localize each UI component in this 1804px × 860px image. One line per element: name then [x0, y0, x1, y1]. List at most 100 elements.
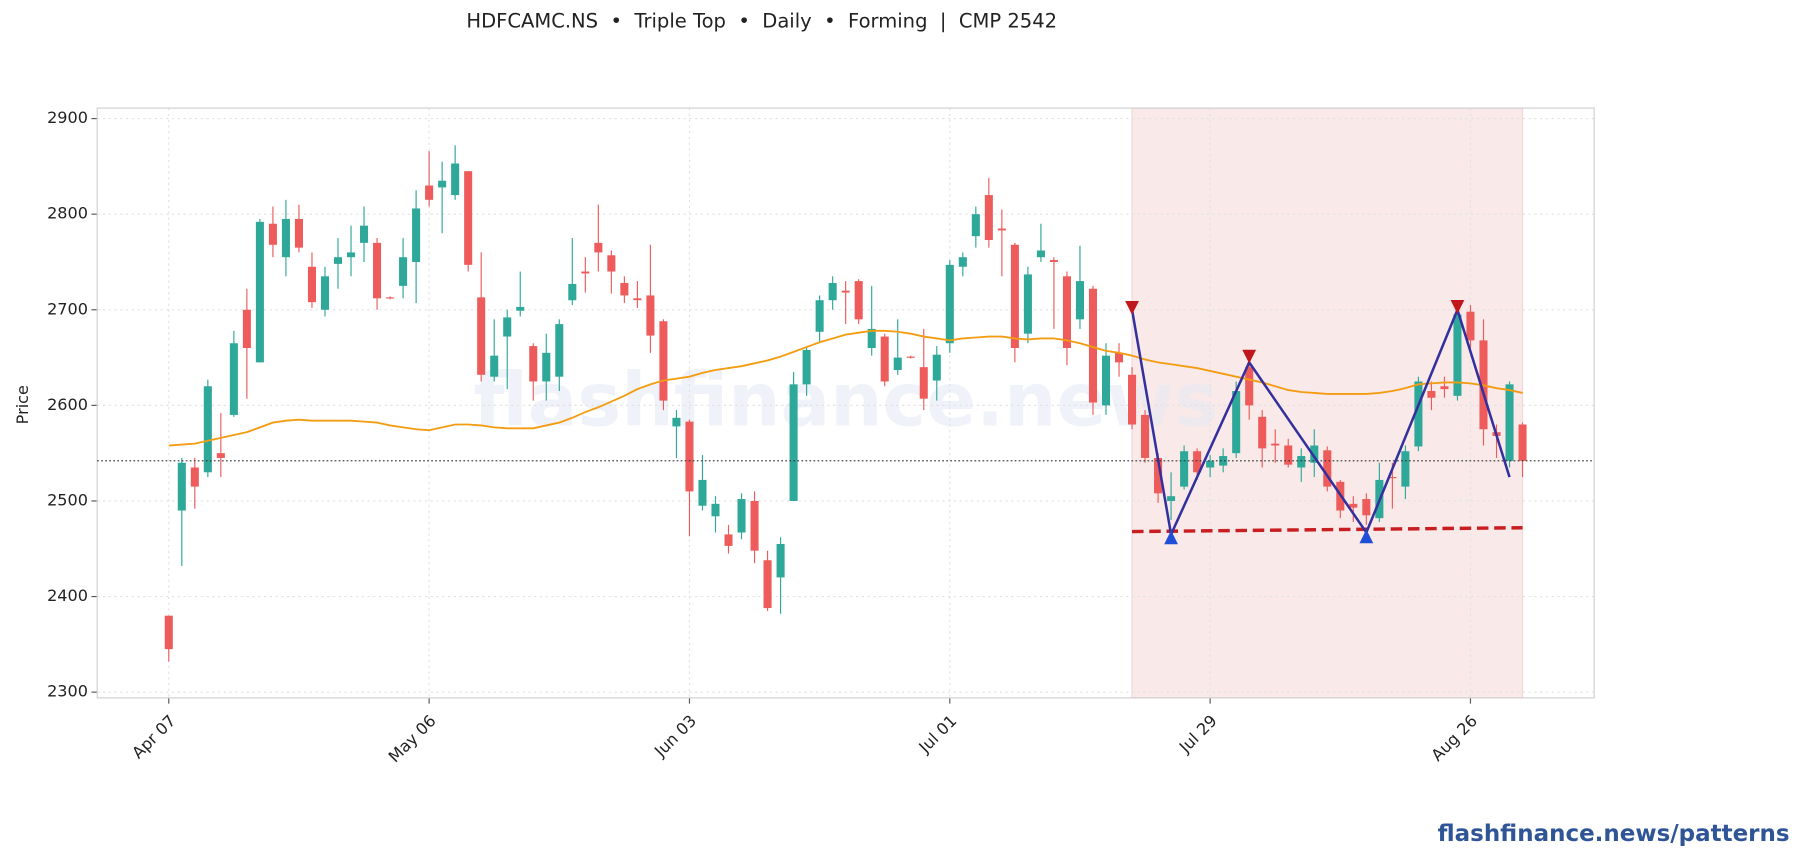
candle-body [164, 615, 173, 650]
candle-body [412, 208, 421, 262]
x-tick-label: May 06 [385, 711, 440, 766]
candle-body [867, 328, 876, 349]
candle-body [1193, 451, 1202, 473]
candle-body [1167, 496, 1176, 501]
candle-body [542, 352, 551, 382]
candle-body [464, 171, 473, 265]
candle-body [516, 306, 525, 311]
peak-marker [1125, 300, 1139, 315]
candle-body [906, 356, 915, 358]
candle-body [750, 500, 759, 551]
y-tick-label: 2900 [47, 108, 88, 127]
candle-body [1440, 386, 1449, 390]
candle-body [815, 300, 824, 332]
candle-body [958, 257, 967, 267]
moving-average [168, 329, 1523, 447]
candle-body [1180, 451, 1189, 487]
candle-body [893, 357, 902, 371]
candle-body [268, 223, 277, 245]
candle-body [1036, 250, 1045, 258]
y-tick-label: 2700 [47, 299, 88, 318]
candle-body [320, 276, 330, 310]
candle-body [724, 534, 733, 546]
candle-body [1388, 477, 1397, 479]
candle-body [1245, 367, 1254, 406]
candle-body [373, 242, 382, 299]
candle-body [581, 271, 590, 274]
candle-body [425, 185, 434, 200]
candle-body [307, 266, 316, 303]
footer: flashfinance.news/patterns [1438, 821, 1790, 847]
candle-body [1466, 311, 1475, 341]
candle-body [346, 252, 356, 258]
candle-body [255, 221, 264, 363]
candle-body [1128, 374, 1137, 425]
candle-body [789, 384, 798, 501]
candle-body [216, 453, 225, 458]
pattern-zone [1131, 107, 1524, 699]
pattern-line [1130, 306, 1511, 539]
candle-body [854, 281, 863, 320]
candle-body [776, 543, 785, 578]
candle-body [828, 283, 837, 301]
y-tick-label: 2600 [47, 395, 88, 414]
candle-body [607, 255, 616, 272]
candle-body [984, 195, 993, 240]
candle-body [737, 499, 746, 533]
candle-body [190, 467, 199, 487]
candle-body [1271, 443, 1280, 446]
peak-marker [1450, 300, 1465, 314]
candle-body [1453, 314, 1462, 396]
candle-body [698, 479, 707, 506]
y-tick-label: 2800 [47, 204, 88, 223]
candle-body [177, 462, 186, 511]
candle-body [360, 225, 369, 243]
candle-body [1232, 391, 1241, 454]
candle-body [568, 283, 577, 301]
y-tick-label: 2300 [47, 682, 88, 701]
candle-body [620, 283, 629, 296]
candle-body [503, 317, 512, 337]
candle-body [1023, 274, 1032, 334]
candle-body [1310, 445, 1319, 463]
peak-marker [1242, 349, 1257, 364]
candle-body [932, 354, 941, 381]
chart-title: HDFCAMC.NS • Triple Top • Daily • Formin… [466, 9, 1057, 32]
candle-body [1362, 499, 1371, 516]
candle-body [1154, 457, 1163, 494]
candle-body [242, 309, 251, 349]
candle-body [386, 297, 395, 299]
candle-body [1114, 352, 1124, 363]
candle-body [633, 298, 642, 301]
candle-body [841, 290, 850, 293]
candle-body [333, 257, 343, 264]
candle-body [1414, 381, 1423, 447]
plot-frame [96, 107, 1595, 699]
x-tick-label: Aug 26 [1427, 711, 1481, 765]
y-tick-label: 2400 [47, 586, 88, 605]
support-line [1132, 526, 1523, 534]
candle-body [229, 343, 238, 415]
candle-body [490, 355, 499, 377]
candle-body [1297, 456, 1306, 468]
y-axis-label: Price [13, 385, 32, 424]
candle-body [281, 218, 290, 258]
candle-body [399, 257, 408, 286]
candle-body [294, 218, 303, 248]
candle-body [1141, 414, 1150, 458]
candle-body [1010, 244, 1019, 349]
x-tick-label: Jul 01 [914, 711, 960, 757]
candle-body [880, 336, 889, 382]
candle-body [659, 321, 668, 401]
trough-marker [1164, 530, 1178, 545]
candle-body [672, 417, 681, 427]
candle-body [945, 264, 954, 344]
candle-body [646, 295, 655, 336]
candle-body [1518, 424, 1527, 461]
candle-body [763, 560, 772, 609]
x-tick-label: Jul 29 [1175, 711, 1221, 757]
candle-body [1505, 384, 1514, 461]
y-tick-label: 2500 [47, 490, 88, 509]
candle-body [971, 214, 980, 237]
